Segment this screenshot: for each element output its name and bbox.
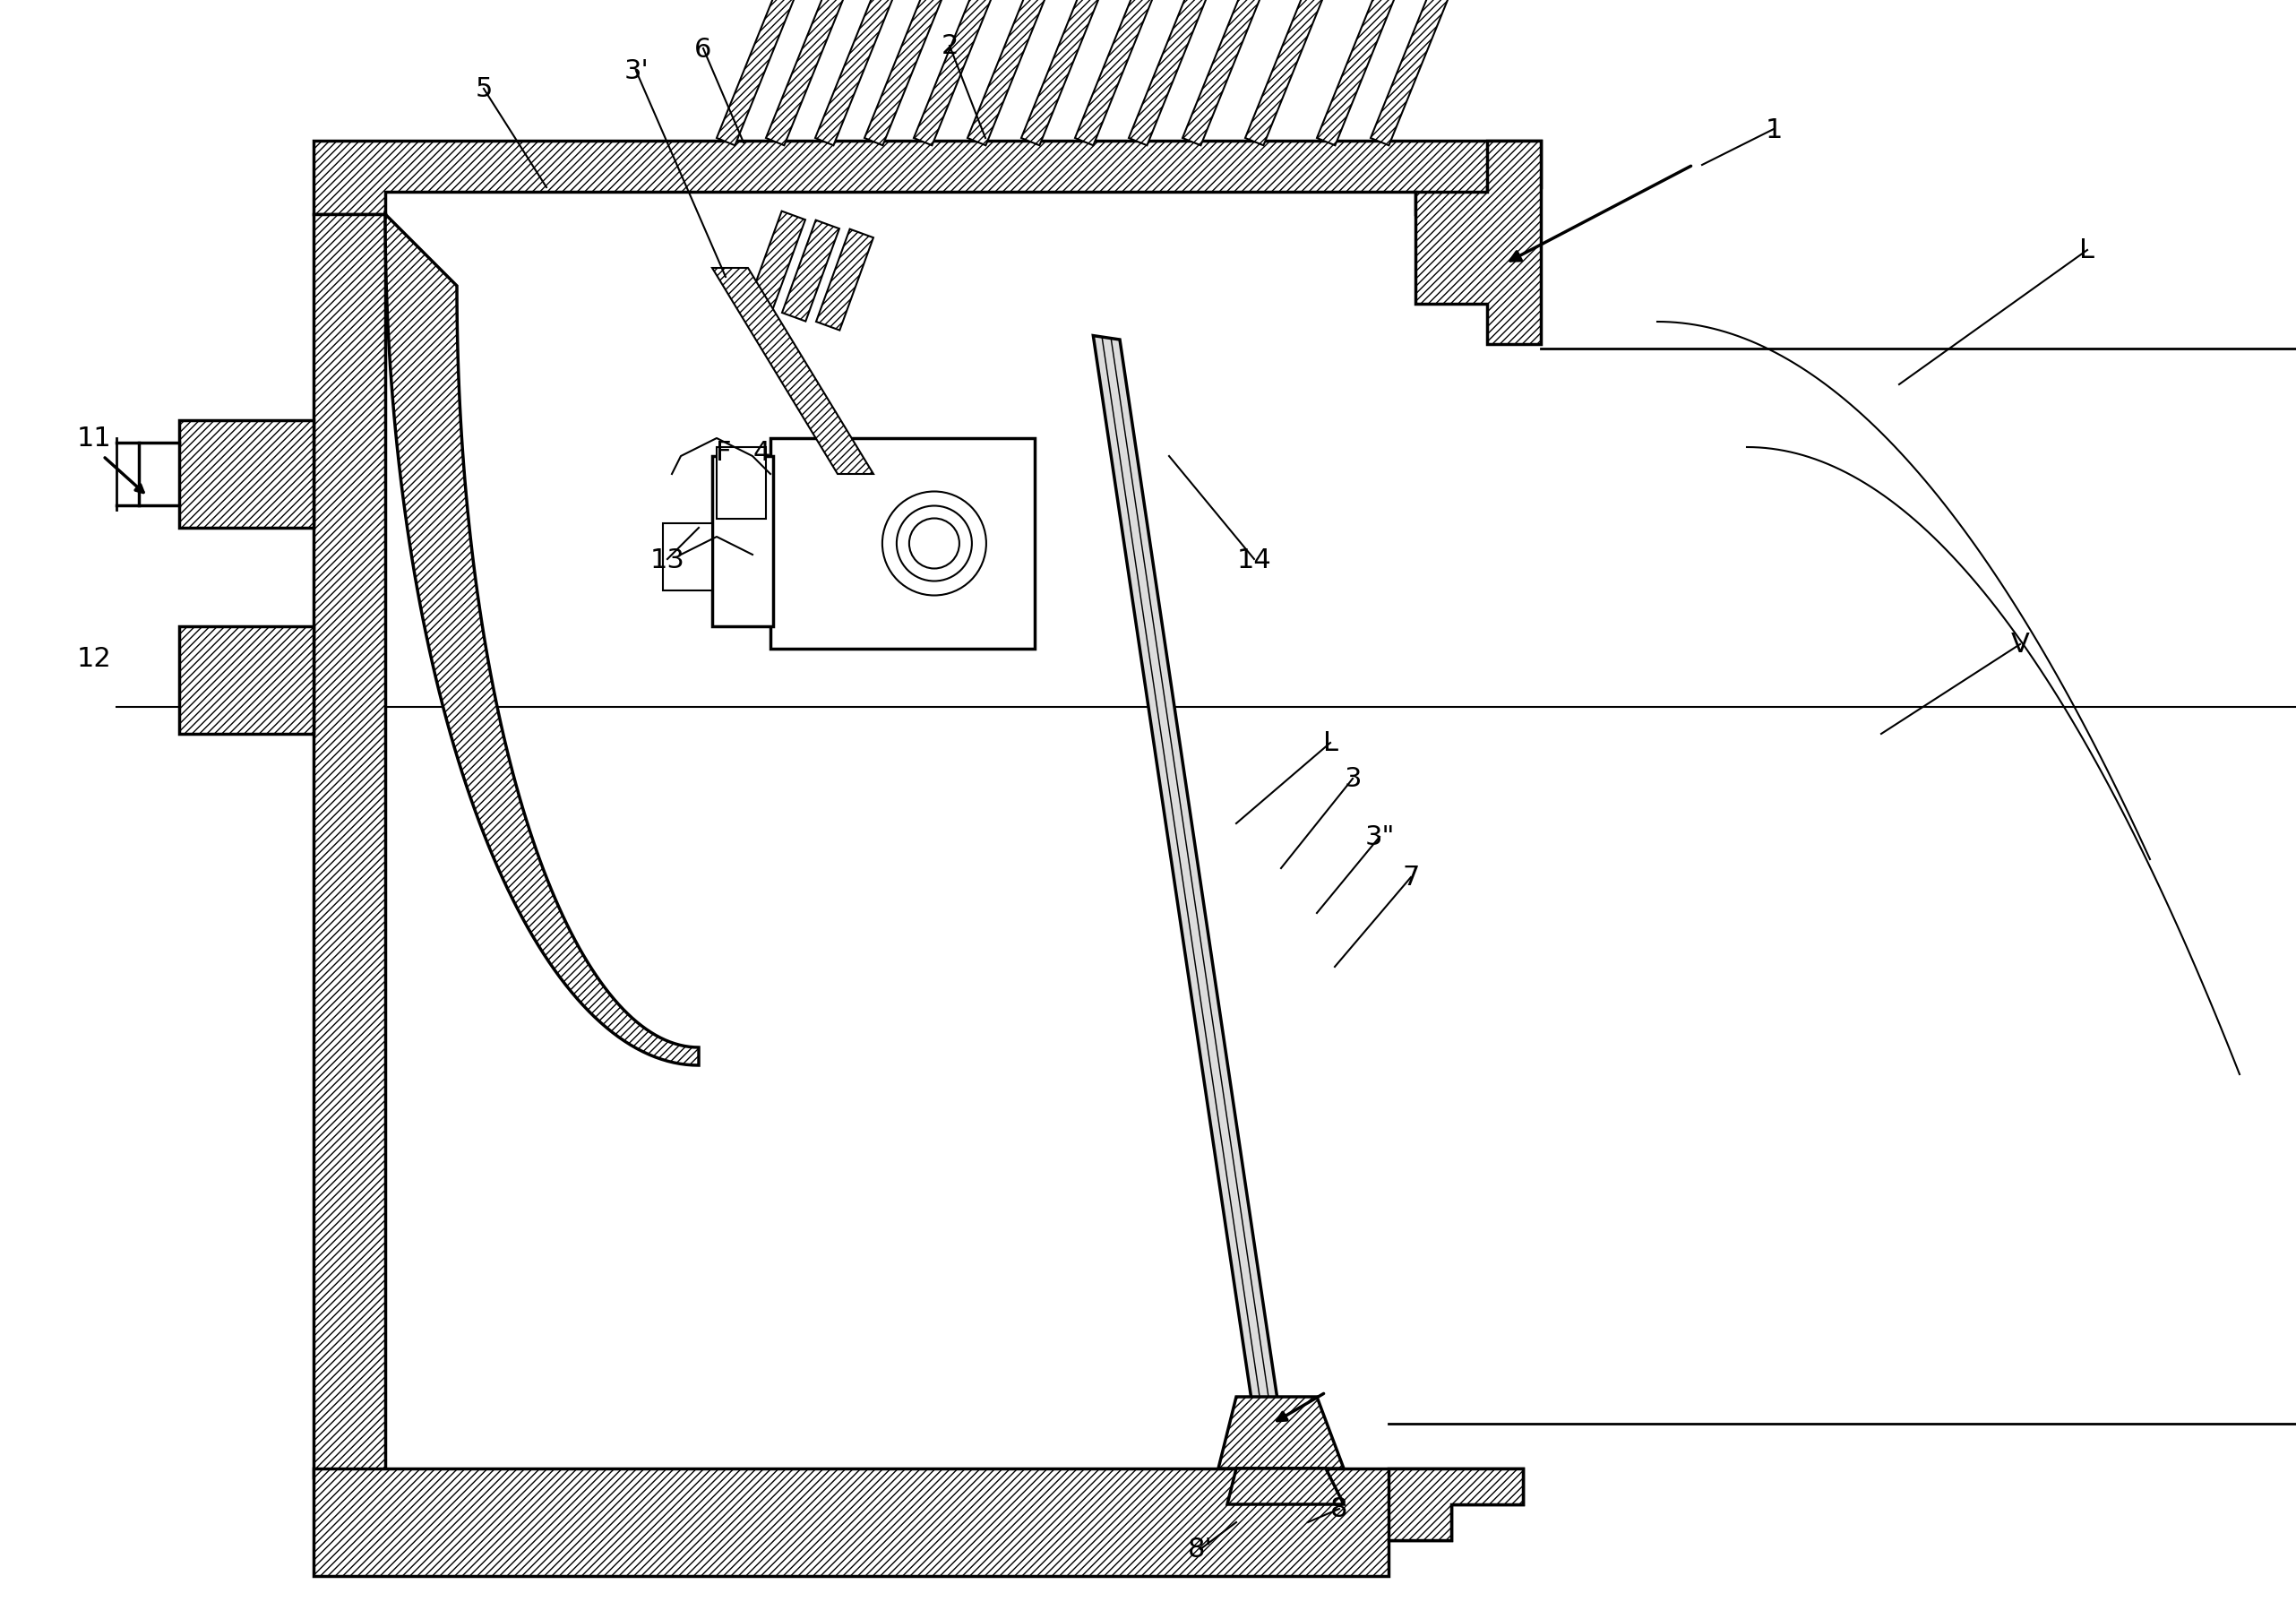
- Polygon shape: [179, 421, 315, 528]
- Text: 8: 8: [1329, 1496, 1348, 1522]
- Bar: [716, 448, 767, 520]
- Text: 3": 3": [1364, 824, 1394, 850]
- Circle shape: [898, 507, 971, 581]
- Polygon shape: [815, 230, 872, 330]
- Polygon shape: [315, 141, 1541, 215]
- Polygon shape: [748, 212, 806, 312]
- Text: L: L: [1322, 730, 1339, 756]
- Text: 14: 14: [1238, 547, 1272, 573]
- Bar: [712, 457, 774, 627]
- Polygon shape: [179, 627, 315, 735]
- Text: 1: 1: [1766, 117, 1782, 142]
- Text: 3: 3: [1343, 766, 1362, 792]
- Text: 7: 7: [1403, 865, 1419, 890]
- Polygon shape: [783, 220, 840, 322]
- Text: 13: 13: [650, 547, 684, 573]
- Polygon shape: [967, 0, 1065, 146]
- Text: 2: 2: [941, 34, 957, 60]
- Polygon shape: [1414, 141, 1541, 345]
- Text: V: V: [2011, 631, 2030, 657]
- Polygon shape: [1022, 0, 1118, 146]
- Polygon shape: [914, 0, 1013, 146]
- Text: 5: 5: [475, 76, 491, 102]
- Text: L: L: [2080, 238, 2094, 264]
- Bar: [771, 439, 1035, 649]
- Text: 12: 12: [76, 646, 113, 672]
- Polygon shape: [1182, 0, 1272, 146]
- Polygon shape: [1318, 0, 1398, 146]
- Text: 6: 6: [696, 36, 712, 62]
- Polygon shape: [1371, 0, 1449, 146]
- Polygon shape: [315, 1468, 1522, 1575]
- Polygon shape: [1389, 1468, 1522, 1540]
- Polygon shape: [1219, 1397, 1343, 1468]
- Polygon shape: [815, 0, 912, 146]
- Circle shape: [882, 492, 987, 596]
- Text: F: F: [716, 439, 732, 465]
- Polygon shape: [767, 0, 859, 146]
- Text: 3': 3': [625, 58, 647, 84]
- Circle shape: [909, 520, 960, 568]
- Polygon shape: [866, 0, 962, 146]
- Bar: [664, 525, 712, 591]
- Text: 8': 8': [1187, 1536, 1212, 1562]
- Polygon shape: [1244, 0, 1332, 146]
- Polygon shape: [1093, 337, 1281, 1423]
- Text: 4: 4: [753, 439, 769, 465]
- Polygon shape: [1075, 0, 1171, 146]
- Polygon shape: [1130, 0, 1221, 146]
- Text: 11: 11: [76, 426, 113, 452]
- Polygon shape: [712, 269, 872, 474]
- Polygon shape: [1228, 1468, 1343, 1504]
- Polygon shape: [716, 0, 806, 146]
- Polygon shape: [386, 215, 698, 1065]
- Polygon shape: [315, 215, 386, 1478]
